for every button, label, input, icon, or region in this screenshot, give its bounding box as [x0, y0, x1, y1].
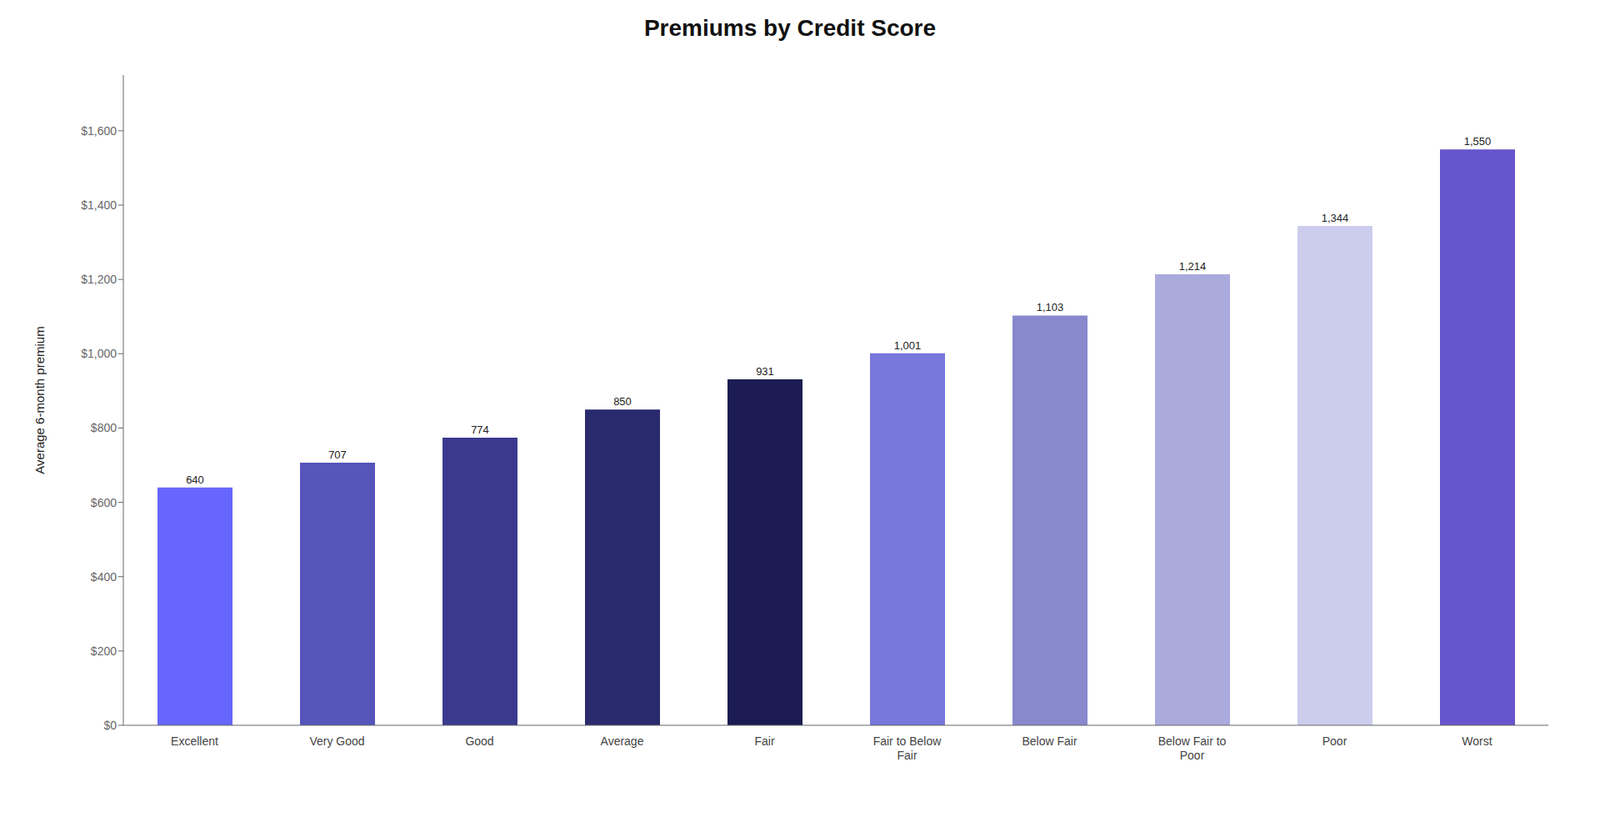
svg-text:$0: $0 [103, 718, 117, 732]
svg-text:Fair: Fair [754, 734, 775, 748]
svg-text:Average 6-month premium: Average 6-month premium [32, 325, 47, 474]
svg-text:1,103: 1,103 [1036, 300, 1065, 314]
svg-text:$1,200: $1,200 [80, 272, 117, 286]
svg-text:$400: $400 [90, 570, 117, 584]
svg-text:Below Fair: Below Fair [1021, 734, 1077, 748]
svg-text:$1,000: $1,000 [80, 346, 117, 360]
svg-text:$1,600: $1,600 [80, 124, 117, 138]
svg-text:Average: Average [600, 734, 645, 748]
svg-text:1,001: 1,001 [894, 339, 922, 352]
svg-text:850: 850 [613, 395, 632, 408]
svg-text:1,344: 1,344 [1321, 211, 1350, 225]
svg-text:707: 707 [328, 448, 347, 461]
svg-text:Worst: Worst [1461, 734, 1492, 748]
svg-text:Good: Good [465, 734, 494, 748]
svg-text:$800: $800 [90, 420, 117, 435]
svg-text:640: 640 [185, 473, 205, 486]
svg-text:1,550: 1,550 [1464, 135, 1492, 148]
svg-text:$600: $600 [90, 495, 117, 510]
svg-text:774: 774 [470, 423, 490, 436]
svg-text:Excellent: Excellent [170, 734, 219, 748]
svg-text:$200: $200 [90, 644, 117, 658]
svg-text:$1,400: $1,400 [80, 198, 117, 212]
svg-text:Very Good: Very Good [309, 734, 365, 748]
svg-text:1,214: 1,214 [1179, 260, 1207, 273]
svg-text:Poor: Poor [1322, 734, 1348, 748]
svg-text:Fair to BelowFair: Fair to BelowFair [873, 734, 943, 762]
html-text:Premiums by Credit Score: Premiums by Credit Score [644, 15, 936, 41]
svg-text:Below Fair toPoor: Below Fair toPoor [1158, 734, 1227, 762]
svg-text:931: 931 [755, 365, 775, 378]
